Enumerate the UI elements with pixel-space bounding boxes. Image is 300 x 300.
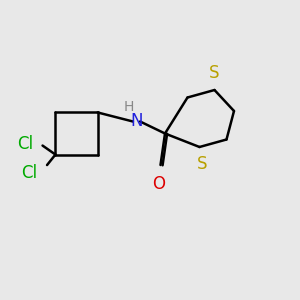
Text: N: N [130, 112, 143, 130]
Text: Cl: Cl [21, 164, 38, 181]
Text: S: S [197, 155, 208, 173]
Text: Cl: Cl [17, 135, 33, 153]
Text: H: H [124, 100, 134, 114]
Text: O: O [152, 175, 166, 193]
Text: S: S [209, 64, 220, 82]
